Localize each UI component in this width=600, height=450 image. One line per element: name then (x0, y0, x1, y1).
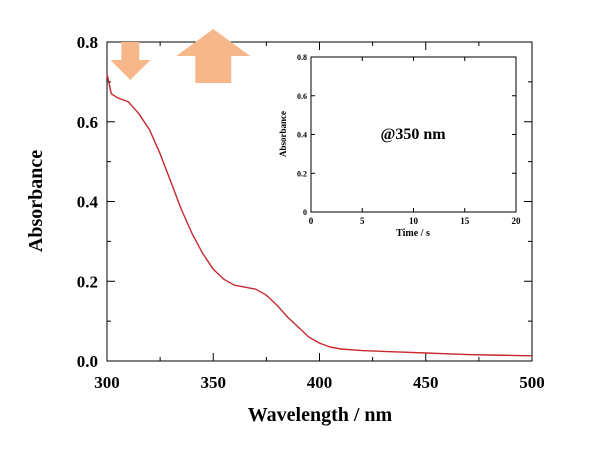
main-y-tick-label: 0.4 (77, 193, 99, 212)
inset-x-tick-label: 0 (309, 216, 314, 226)
main-x-tick-label: 400 (307, 373, 333, 392)
main-y-tick-label: 0.0 (77, 352, 98, 371)
increase-arrow-icon (176, 29, 251, 83)
main-y-axis-label: Absorbance (25, 150, 47, 252)
main-y-tick-label: 0.8 (77, 33, 98, 52)
main-x-tick-label: 450 (413, 373, 439, 392)
inset-y-axis-label: Absorbance (278, 111, 288, 157)
main-x-tick-label: 350 (201, 373, 227, 392)
main-x-tick-label: 500 (519, 373, 545, 392)
main-plot-frame (106, 41, 533, 362)
decrease-arrow-icon (110, 42, 151, 80)
main-x-axis-label: Wavelength / nm (248, 404, 393, 426)
inset-x-tick-label: 20 (512, 216, 522, 226)
inset-y-tick-label: 0.4 (297, 131, 307, 140)
inset-x-tick-label: 5 (360, 216, 365, 226)
inset-x-tick-label: 10 (409, 216, 419, 226)
main-x-tick-label: 300 (94, 373, 120, 392)
inset-y-tick-label: 0.8 (297, 53, 307, 62)
inset-x-axis-label: Time / s (396, 228, 430, 239)
inset-y-tick-label: 0.2 (297, 169, 307, 178)
inset-annotation: @350 nm (380, 126, 446, 143)
inset-plot: 0 5 10 15 20 0 0.2 0.4 0.6 0.8 Time / s Absorbanc… (278, 53, 521, 239)
main-y-tick-label: 0.2 (77, 272, 98, 291)
main-y-tick-label: 0.6 (77, 113, 98, 132)
inset-x-tick-label: 15 (460, 216, 470, 226)
absorbance-spectrum-line (106, 73, 533, 357)
inset-y-tick-label: 0 (303, 208, 307, 217)
inset-y-tick-label: 0.6 (297, 92, 307, 101)
